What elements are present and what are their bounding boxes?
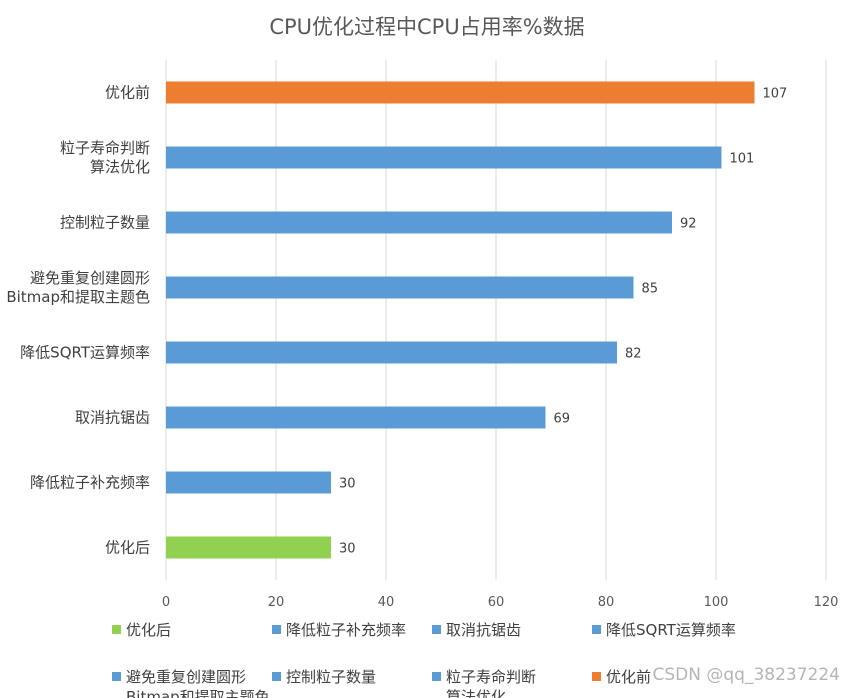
x-tick-label: 60: [488, 595, 505, 610]
x-tick-label: 20: [268, 595, 285, 610]
y-category-label: 优化前: [105, 84, 150, 102]
data-label: 30: [339, 542, 356, 557]
legend-label: 控制粒子数量: [286, 668, 376, 686]
x-tick-label: 40: [378, 595, 395, 610]
bar: [166, 146, 722, 169]
bar: [166, 406, 546, 429]
legend-swatch: [592, 625, 601, 634]
y-category-label: 控制粒子数量: [60, 214, 150, 232]
legend-label: 避免重复创建圆形 Bitmap和提取主题色: [126, 668, 270, 698]
data-label: 101: [730, 152, 755, 167]
data-label: 85: [642, 282, 659, 297]
bar: [166, 81, 755, 104]
data-label: 92: [680, 217, 697, 232]
y-category-label: 降低粒子补充频率: [30, 474, 150, 492]
x-tick-label: 100: [704, 595, 729, 610]
legend-swatch: [272, 625, 281, 634]
legend-label: 降低SQRT运算频率: [606, 621, 736, 639]
data-label: 30: [339, 477, 356, 492]
y-category-label: 取消抗锯齿: [75, 409, 150, 427]
bar: [166, 471, 331, 494]
x-tick-label: 120: [814, 595, 839, 610]
data-label: 107: [763, 87, 788, 102]
legend-label: 优化后: [126, 621, 171, 639]
bar: [166, 276, 634, 299]
bar: [166, 211, 672, 234]
legend-label: 降低粒子补充频率: [286, 621, 406, 639]
y-category-label: 避免重复创建圆形 Bitmap和提取主题色: [6, 269, 150, 306]
watermark: CSDN @qq_38237224: [652, 665, 840, 685]
bar: [166, 341, 617, 364]
legend-swatch: [432, 625, 441, 634]
chart-title: CPU优化过程中CPU占用率%数据: [269, 15, 584, 39]
legend-label: 优化前: [606, 668, 651, 686]
x-tick-label: 0: [162, 595, 170, 610]
legend-swatch: [272, 672, 281, 681]
y-category-label: 降低SQRT运算频率: [20, 344, 150, 362]
legend-swatch: [432, 672, 441, 681]
legend-label: 粒子寿命判断算法优化: [446, 668, 536, 698]
data-label: 69: [554, 412, 571, 427]
legend-label: 取消抗锯齿: [446, 621, 521, 639]
legend-swatch: [112, 625, 121, 634]
bar: [166, 536, 331, 559]
data-label: 82: [625, 347, 642, 362]
legend-swatch: [592, 672, 601, 681]
x-tick-label: 80: [598, 595, 615, 610]
y-category-label: 优化后: [105, 539, 150, 557]
legend-swatch: [112, 672, 121, 681]
y-category-label: 粒子寿命判断算法优化: [60, 139, 150, 176]
